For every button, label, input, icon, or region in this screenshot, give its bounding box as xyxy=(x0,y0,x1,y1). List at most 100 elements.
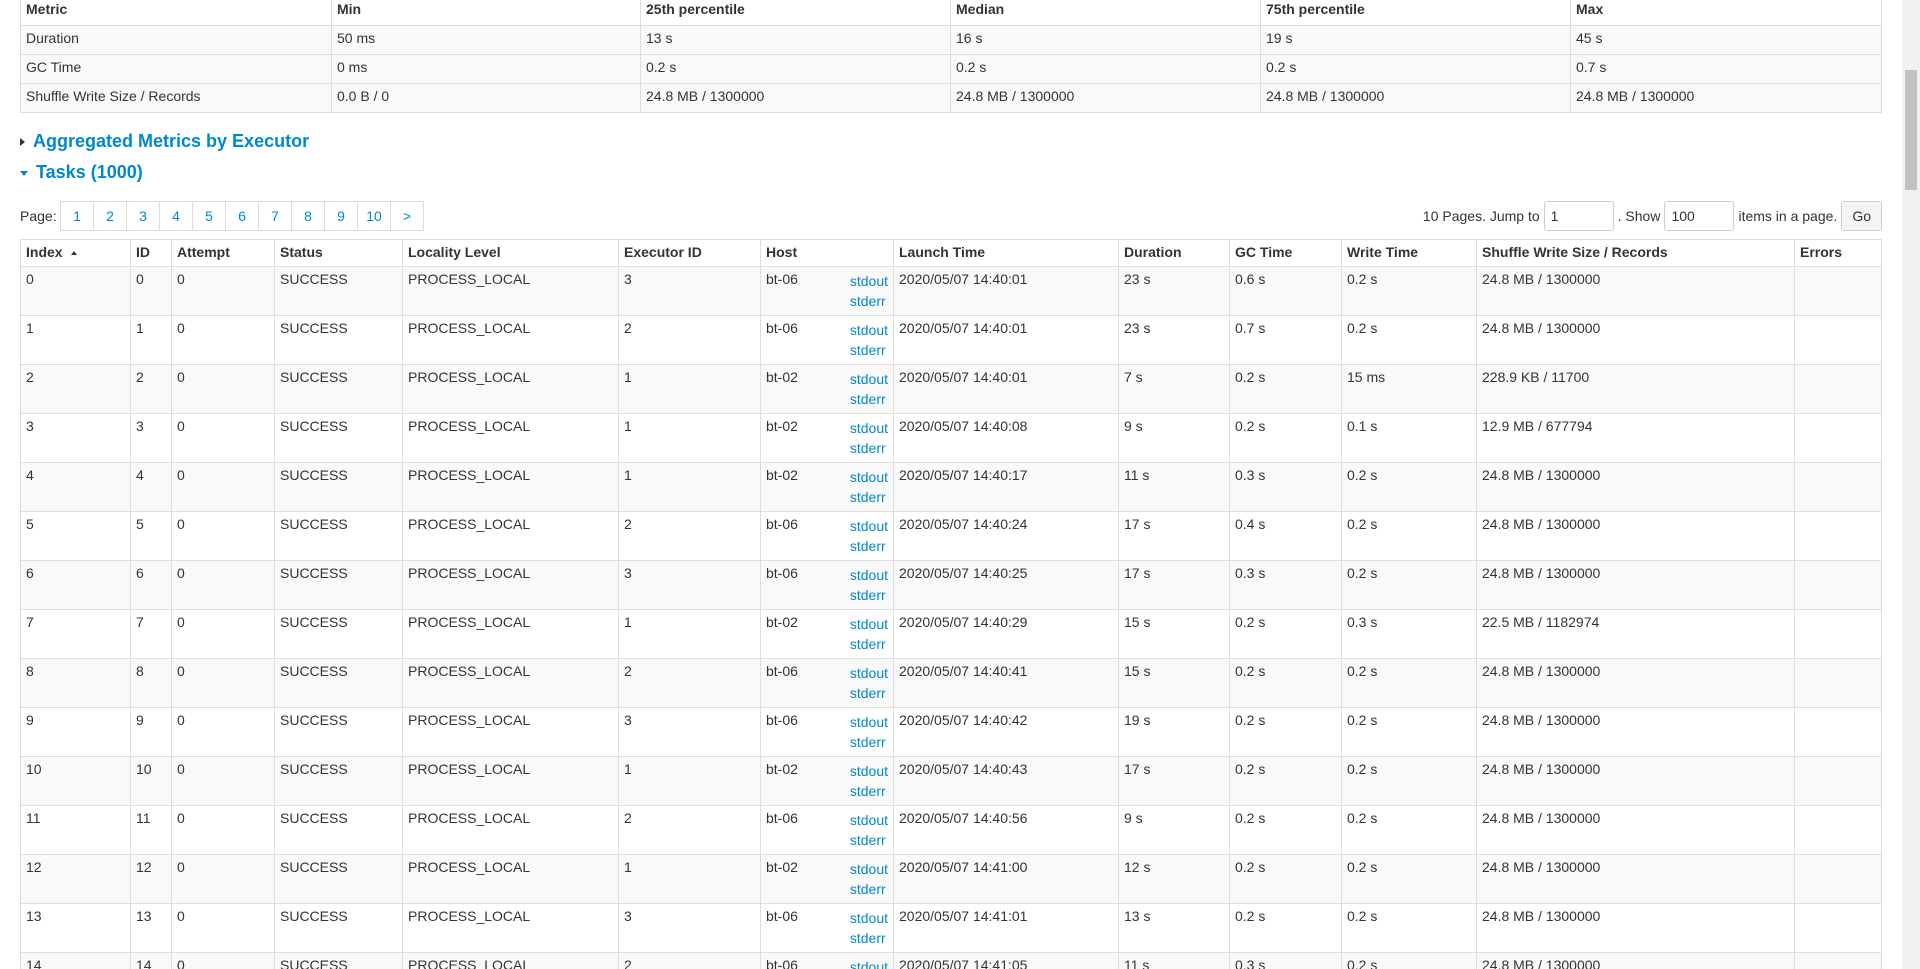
log-link[interactable]: stderr xyxy=(849,636,886,652)
cell: bt-06 stdout stderr xyxy=(760,315,894,365)
cell: 0.2 s xyxy=(1229,854,1342,904)
cell: 12 s xyxy=(1118,854,1230,904)
task-row: 0 0 0 SUCCESS PROCESS_LOCAL 3 bt-06 stdout stder… xyxy=(20,266,1882,316)
show-input[interactable]: 100 xyxy=(1664,201,1735,231)
log-link[interactable]: stdout xyxy=(849,861,888,877)
header-cell[interactable]: Errors xyxy=(1794,239,1882,267)
log-link[interactable]: stderr xyxy=(849,440,886,456)
log-link[interactable]: stdout xyxy=(849,910,888,926)
scrollbar[interactable] xyxy=(1902,0,1920,969)
header-cell[interactable]: Locality Level xyxy=(402,239,619,267)
page-link[interactable]: 8 xyxy=(291,201,325,231)
cell: 0 xyxy=(171,805,275,855)
cell: 1 xyxy=(618,413,761,463)
cell: 0.2 s xyxy=(1341,756,1477,806)
log-link[interactable]: stdout xyxy=(849,812,888,828)
page-link[interactable]: 2 xyxy=(93,201,127,231)
page-link[interactable]: 1 xyxy=(60,201,94,231)
page-link[interactable]: 3 xyxy=(126,201,160,231)
header-cell[interactable]: Executor ID xyxy=(618,239,761,267)
log-link[interactable]: stderr xyxy=(849,489,886,505)
cell: 24.8 MB / 1300000 xyxy=(950,83,1261,113)
task-row: 2 2 0 SUCCESS PROCESS_LOCAL 1 bt-02 stdout stder… xyxy=(20,364,1882,414)
task-row: 7 7 0 SUCCESS PROCESS_LOCAL 1 bt-02 stdout stder… xyxy=(20,609,1882,659)
cell: 2 xyxy=(20,364,131,414)
log-link[interactable]: stderr xyxy=(849,587,886,603)
page-link[interactable]: 6 xyxy=(225,201,259,231)
log-link[interactable]: stdout xyxy=(849,322,888,338)
cell: 0.1 s xyxy=(1341,413,1477,463)
log-link[interactable]: stdout xyxy=(849,273,888,289)
log-link[interactable]: stdout xyxy=(849,518,888,534)
task-row: 6 6 0 SUCCESS PROCESS_LOCAL 3 bt-06 stdout stder… xyxy=(20,560,1882,610)
cell: 0 ms xyxy=(331,54,641,84)
host-name: bt-02 xyxy=(766,614,798,630)
header-cell[interactable]: Index xyxy=(20,239,131,267)
tasks-section[interactable]: Tasks (1000) xyxy=(20,162,143,183)
header-cell[interactable]: Duration xyxy=(1118,239,1230,267)
cell: 0.7 s xyxy=(1229,315,1342,365)
log-link[interactable]: stdout xyxy=(849,567,888,583)
log-link[interactable]: stderr xyxy=(849,685,886,701)
log-link[interactable]: stdout xyxy=(849,420,888,436)
cell: 0.3 s xyxy=(1229,560,1342,610)
log-link[interactable]: stdout xyxy=(849,763,888,779)
header-cell: Max xyxy=(1570,0,1882,26)
header-cell: Min xyxy=(331,0,641,26)
header-cell[interactable]: Status xyxy=(274,239,403,267)
log-link[interactable]: stderr xyxy=(849,342,886,358)
cell: SUCCESS xyxy=(274,756,403,806)
log-links: stdout stderr xyxy=(850,712,888,752)
cell: PROCESS_LOCAL xyxy=(402,315,619,365)
cell: 10 xyxy=(130,756,172,806)
go-button[interactable]: Go xyxy=(1841,201,1882,231)
log-link[interactable]: stderr xyxy=(849,538,886,554)
cell: 19 s xyxy=(1260,25,1571,55)
task-row: 12 12 0 SUCCESS PROCESS_LOCAL 1 bt-02 stdout std… xyxy=(20,854,1882,904)
log-links: stdout stderr xyxy=(850,467,888,507)
cell: SUCCESS xyxy=(274,266,403,316)
page-link[interactable]: 10 xyxy=(357,201,391,231)
page-controls: 10 Pages. Jump to 1 . Show 100 items in … xyxy=(1423,201,1882,231)
header-cell[interactable]: Shuffle Write Size / Records xyxy=(1476,239,1795,267)
cell: 11 s xyxy=(1118,952,1230,969)
cell: 0.2 s xyxy=(1341,805,1477,855)
log-link[interactable]: stdout xyxy=(849,959,888,969)
show-text: . Show xyxy=(1617,208,1661,224)
header-cell[interactable]: Attempt xyxy=(171,239,275,267)
cell: 0.2 s xyxy=(1341,658,1477,708)
header-cell[interactable]: Launch Time xyxy=(893,239,1119,267)
cell: 1 xyxy=(130,315,172,365)
log-link[interactable]: stdout xyxy=(849,469,888,485)
cell: 0.2 s xyxy=(1341,511,1477,561)
log-link[interactable]: stderr xyxy=(849,832,886,848)
jump-input[interactable]: 1 xyxy=(1543,201,1614,231)
log-link[interactable]: stdout xyxy=(849,616,888,632)
cell: SUCCESS xyxy=(274,903,403,953)
page-link[interactable]: 7 xyxy=(258,201,292,231)
header-cell[interactable]: Write Time xyxy=(1341,239,1477,267)
aggregated-section[interactable]: Aggregated Metrics by Executor xyxy=(20,131,309,152)
page-link[interactable]: > xyxy=(390,201,424,231)
page-link[interactable]: 9 xyxy=(324,201,358,231)
page-link[interactable]: 4 xyxy=(159,201,193,231)
log-link[interactable]: stdout xyxy=(849,714,888,730)
log-link[interactable]: stderr xyxy=(849,734,886,750)
log-link[interactable]: stdout xyxy=(849,665,888,681)
header-cell[interactable]: ID xyxy=(130,239,172,267)
log-link[interactable]: stderr xyxy=(849,930,886,946)
header-cell[interactable]: Host xyxy=(760,239,894,267)
log-link[interactable]: stderr xyxy=(849,391,886,407)
metric-row: Duration 50 ms 13 s 16 s 19 s 45 s xyxy=(20,25,1882,55)
log-link[interactable]: stderr xyxy=(849,881,886,897)
log-link[interactable]: stdout xyxy=(849,371,888,387)
page-link[interactable]: 5 xyxy=(192,201,226,231)
header-cell[interactable]: GC Time xyxy=(1229,239,1342,267)
cell: 0 xyxy=(171,315,275,365)
cell: 24.8 MB / 1300000 xyxy=(1476,903,1795,953)
cell: 0.2 s xyxy=(1341,462,1477,512)
log-link[interactable]: stderr xyxy=(849,783,886,799)
cell: SUCCESS xyxy=(274,511,403,561)
log-link[interactable]: stderr xyxy=(849,293,886,309)
scroll-thumb[interactable] xyxy=(1905,70,1917,190)
